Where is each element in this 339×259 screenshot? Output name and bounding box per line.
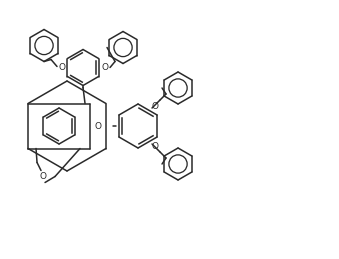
Text: O: O xyxy=(101,63,108,72)
Text: O: O xyxy=(152,102,159,111)
Text: O: O xyxy=(59,63,65,72)
Text: O: O xyxy=(40,172,46,181)
Text: O: O xyxy=(95,121,101,131)
Text: O: O xyxy=(152,141,159,150)
